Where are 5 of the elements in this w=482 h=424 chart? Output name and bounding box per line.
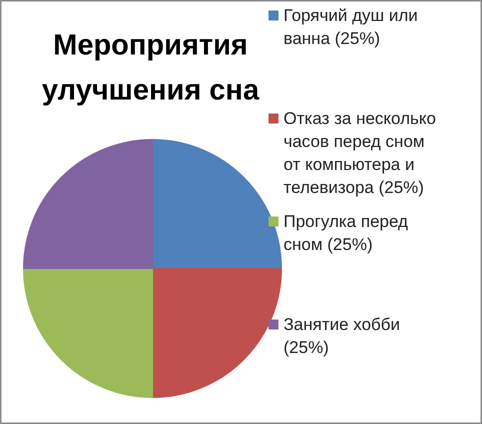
legend-label: Прогулка перед сном (25%) bbox=[284, 212, 408, 254]
text: Мероприятия улучшения сна bbox=[42, 30, 260, 106]
legend-label: Горячий душ или ванна (25%) bbox=[284, 6, 418, 48]
legend-label: Отказ за несколько часов перед сном от компьютера и телевизора (25%) bbox=[284, 109, 436, 197]
legend-label: Занятие хобби (25%) bbox=[284, 315, 400, 357]
